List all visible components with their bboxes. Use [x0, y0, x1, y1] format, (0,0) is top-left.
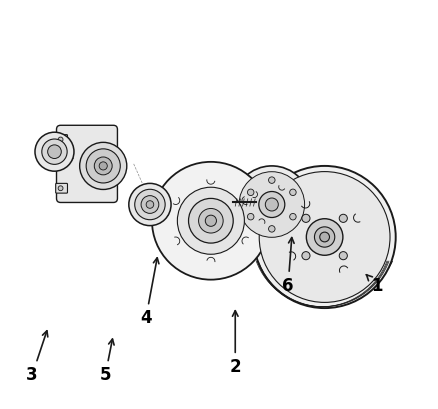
Text: 4: 4	[140, 258, 159, 327]
Circle shape	[265, 198, 278, 211]
Circle shape	[58, 186, 63, 191]
Circle shape	[314, 227, 335, 247]
Circle shape	[247, 189, 254, 196]
Circle shape	[268, 226, 275, 232]
Text: 3: 3	[26, 331, 48, 384]
Circle shape	[135, 189, 165, 220]
Circle shape	[42, 139, 67, 164]
Circle shape	[94, 157, 112, 175]
Circle shape	[268, 177, 275, 183]
Circle shape	[233, 166, 311, 243]
Circle shape	[152, 162, 270, 280]
Circle shape	[146, 201, 154, 208]
Circle shape	[339, 252, 347, 260]
Circle shape	[254, 166, 396, 308]
Text: 1: 1	[367, 275, 383, 295]
Text: 5: 5	[99, 339, 114, 384]
Circle shape	[141, 196, 159, 213]
Circle shape	[35, 132, 74, 171]
Circle shape	[198, 209, 223, 233]
Circle shape	[302, 252, 310, 260]
Circle shape	[259, 191, 285, 218]
Circle shape	[320, 232, 329, 242]
FancyBboxPatch shape	[56, 135, 67, 144]
Circle shape	[302, 214, 310, 222]
Circle shape	[290, 189, 296, 196]
Circle shape	[58, 137, 63, 142]
Circle shape	[239, 172, 304, 237]
Circle shape	[306, 219, 343, 255]
Circle shape	[80, 142, 127, 189]
Circle shape	[247, 213, 254, 220]
Circle shape	[188, 198, 233, 243]
Text: 6: 6	[283, 238, 294, 295]
Circle shape	[205, 215, 216, 226]
Circle shape	[86, 149, 120, 183]
Circle shape	[339, 214, 347, 222]
Circle shape	[48, 145, 61, 159]
Circle shape	[259, 172, 390, 302]
Circle shape	[129, 183, 171, 226]
Circle shape	[99, 162, 107, 170]
Text: 2: 2	[230, 311, 241, 376]
FancyBboxPatch shape	[56, 183, 67, 193]
Circle shape	[290, 213, 296, 220]
FancyBboxPatch shape	[57, 125, 117, 202]
Circle shape	[177, 187, 244, 254]
